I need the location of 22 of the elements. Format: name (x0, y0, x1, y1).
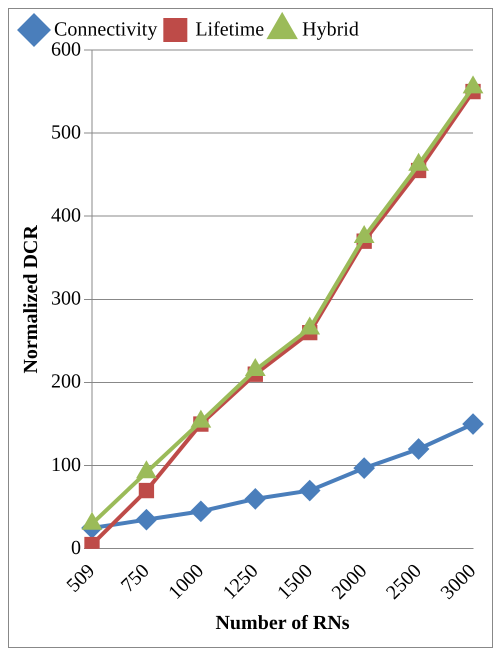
point (245, 488, 266, 509)
point (138, 482, 154, 498)
y-tick-label: 400 (51, 204, 81, 226)
point (354, 458, 374, 478)
x-tick-label: 750 (116, 560, 154, 597)
x-tick-label: 509 (62, 560, 100, 597)
legend-label: Connectivity (54, 18, 158, 40)
legend-label: Hybrid (302, 18, 359, 40)
point (136, 510, 156, 530)
point (300, 480, 320, 501)
y-tick-label: 100 (51, 454, 81, 476)
y-tick-label: 0 (71, 536, 81, 559)
legend-label: Lifetime (195, 18, 264, 40)
y-tick-label: 500 (51, 121, 81, 144)
y-axis-title: Normalized DCR (20, 224, 42, 374)
y-tick-label: 600 (51, 38, 81, 60)
point (408, 438, 429, 459)
y-tick-label: 300 (51, 288, 81, 310)
point (190, 501, 211, 522)
x-axis-title: Number of RNs (215, 612, 350, 634)
y-tick-label: 200 (51, 370, 81, 393)
point (463, 414, 484, 434)
